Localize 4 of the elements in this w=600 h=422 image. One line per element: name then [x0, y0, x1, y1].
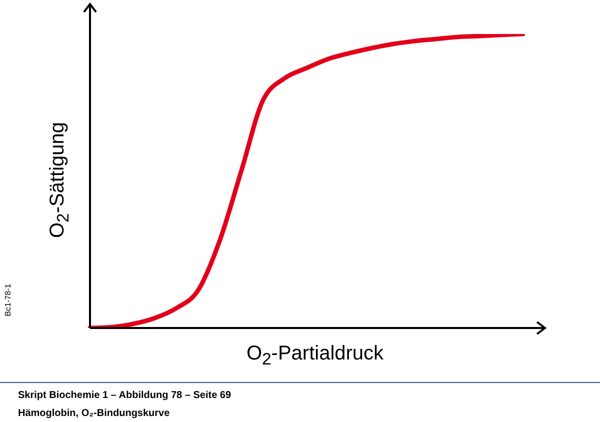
text: Hämoglobin, O₂-Bindungskurve: [18, 408, 170, 419]
x-axis-title: O$_{2}$-Partialdruck: [246, 342, 384, 370]
text: Bc1-78-1: [4, 284, 12, 316]
text: Skript Biochemie 1 – Abbildung 78 – Seite 69: [18, 390, 232, 401]
